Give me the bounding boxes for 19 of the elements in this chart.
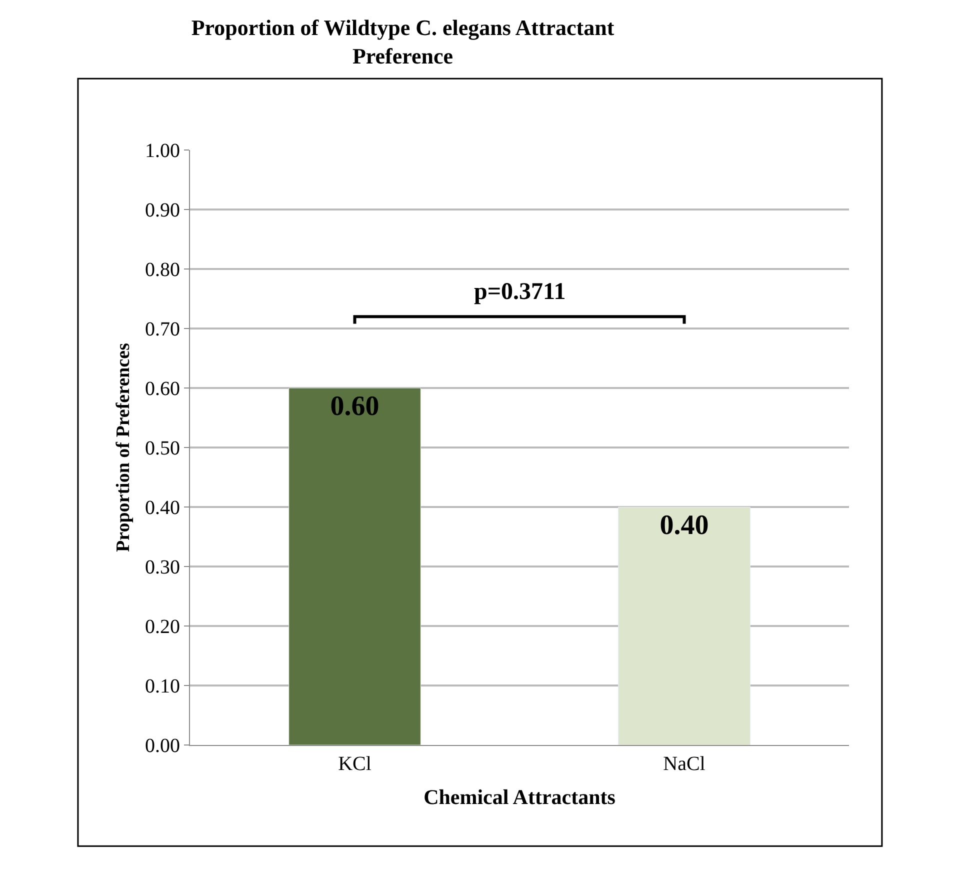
y-tick-label: 0.10: [145, 676, 180, 698]
y-tick-label: 0.70: [145, 318, 180, 340]
annotation: p=0.3711: [474, 279, 566, 305]
y-tick-label: 0.90: [145, 200, 180, 222]
y-tick-label: 0.60: [145, 378, 180, 400]
y-tick-label: 0.50: [145, 438, 180, 460]
y-axis-title: Proportion of Preferences: [112, 343, 134, 552]
data-label: 0.60: [330, 391, 380, 422]
data-label: 0.40: [660, 510, 709, 541]
y-tick-label: 0.00: [145, 735, 180, 757]
y-tick-label: 0.40: [145, 497, 180, 519]
x-axis-title: Chemical Attractants: [424, 785, 616, 810]
y-tick-label: 0.30: [145, 556, 180, 578]
y-tick-label: 1.00: [145, 140, 180, 162]
chart-title: Proportion of Wildtype C. elegans Attractant Preference: [191, 15, 615, 69]
y-tick-label: 0.20: [145, 616, 180, 638]
x-tick-label: KCl: [338, 753, 372, 775]
x-tick-label: NaCl: [663, 753, 706, 775]
y-tick-label: 0.80: [145, 259, 180, 281]
